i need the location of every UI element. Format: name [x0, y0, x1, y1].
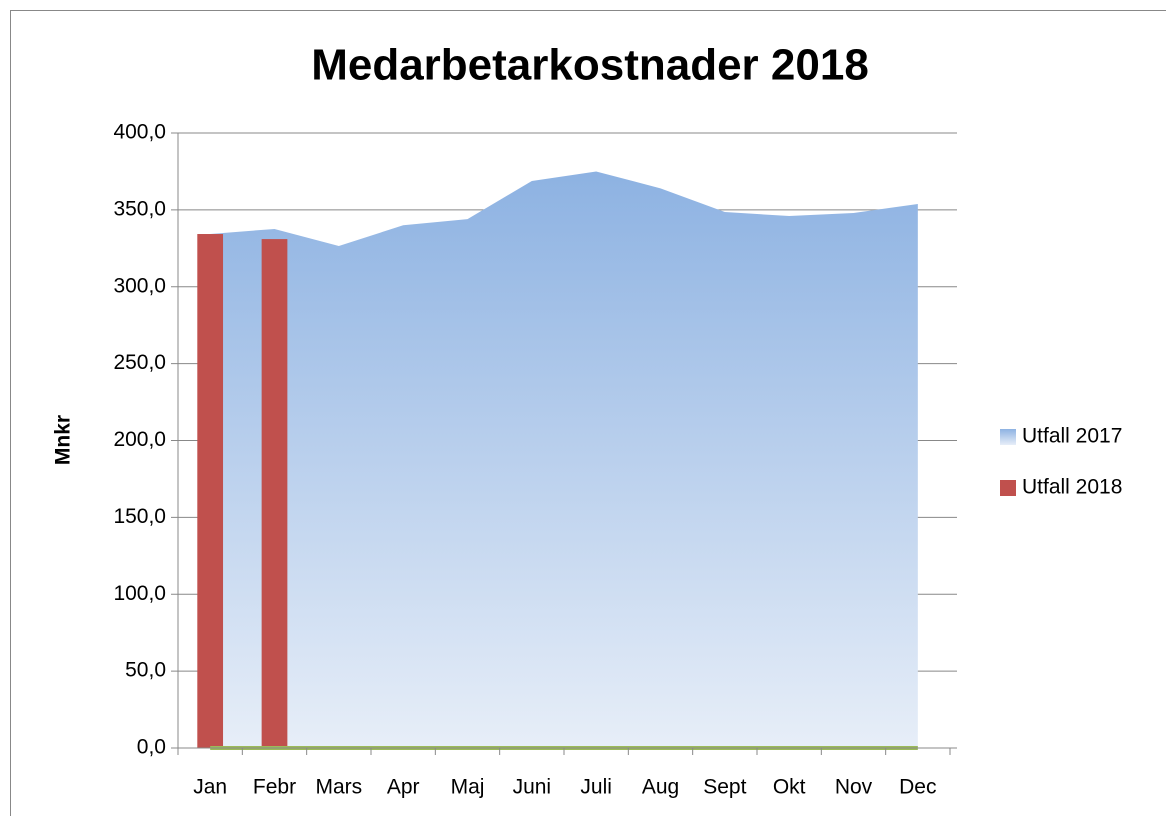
x-tick-label: Dec — [899, 776, 936, 799]
y-tick-label: 250,0 — [113, 351, 166, 374]
y-tick-label: 400,0 — [113, 121, 166, 144]
y-axis-title: Mnkr — [52, 415, 75, 465]
x-tick-label: Mars — [315, 776, 362, 799]
x-tick-label: Nov — [835, 776, 873, 799]
y-tick-label: 150,0 — [113, 505, 166, 528]
y-tick-label: 50,0 — [125, 659, 166, 682]
legend-label: Utfall 2017 — [1022, 425, 1122, 448]
x-tick-label: Jan — [193, 776, 227, 799]
x-tick-label: Apr — [387, 776, 420, 799]
chart-title: Medarbetarkostnader 2018 — [311, 41, 869, 90]
y-tick-label: 100,0 — [113, 582, 166, 605]
x-tick-label: Aug — [642, 776, 679, 799]
area — [210, 171, 918, 748]
bar — [197, 234, 224, 749]
y-tick-label: 350,0 — [113, 197, 166, 220]
x-tick-label: Okt — [773, 776, 806, 799]
legend-swatch — [1000, 429, 1016, 445]
x-tick-label: Juni — [513, 776, 552, 799]
y-tick-label: 0,0 — [137, 736, 166, 759]
y-tick-label: 200,0 — [113, 428, 166, 451]
x-tick-label: Maj — [451, 776, 485, 799]
x-tick-label: Febr — [253, 776, 296, 799]
y-tick-label: 300,0 — [113, 274, 166, 297]
legend-label: Utfall 2018 — [1022, 476, 1122, 499]
x-tick-label: Juli — [580, 776, 612, 799]
x-tick-label: Sept — [703, 776, 746, 799]
legend-swatch — [1000, 480, 1016, 496]
bar — [261, 239, 288, 748]
